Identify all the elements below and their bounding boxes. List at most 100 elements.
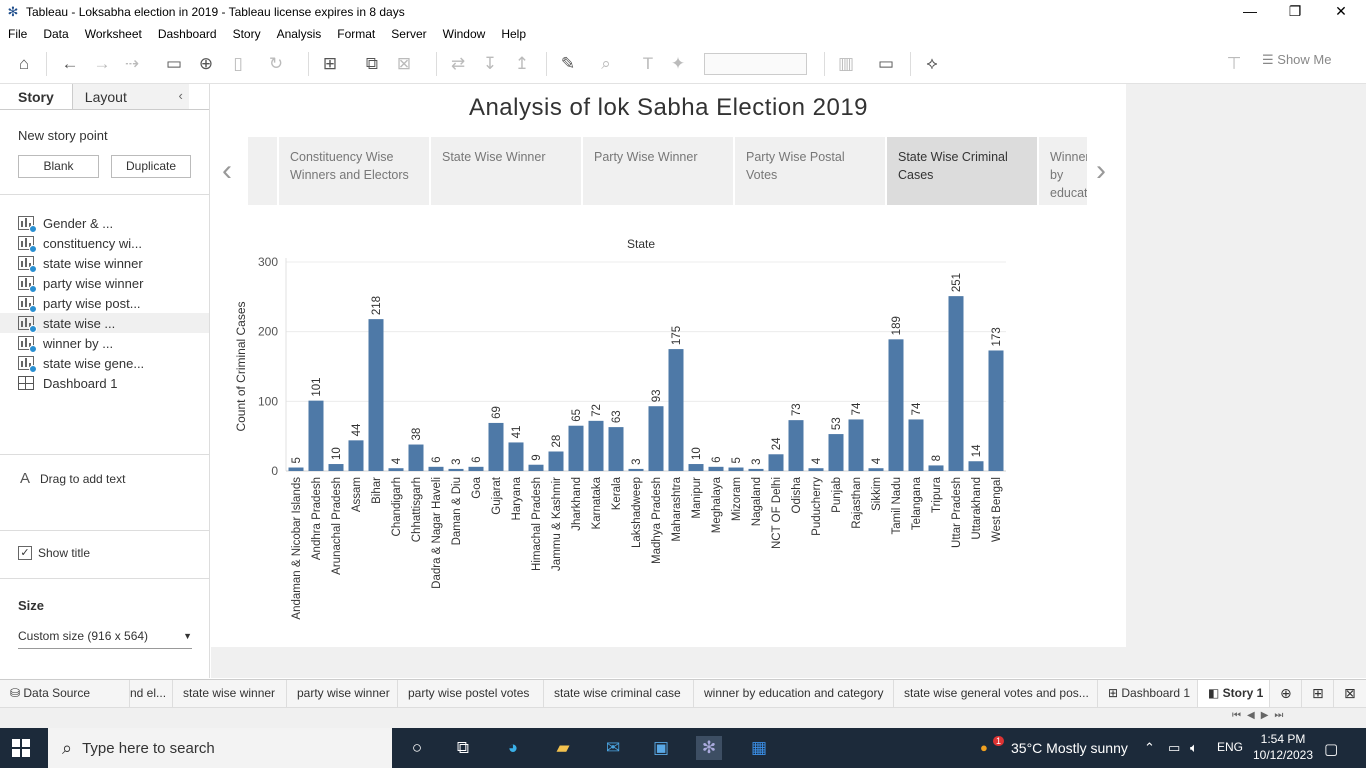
tab-sheet[interactable]: state wise winner: [173, 680, 287, 707]
sort-descending-icon[interactable]: ↥: [514, 54, 530, 73]
menu-server[interactable]: Server: [391, 27, 427, 41]
cortana-icon[interactable]: ○: [411, 738, 423, 757]
new-story-tab-icon[interactable]: ⊠: [1344, 685, 1356, 701]
save-icon[interactable]: ▭: [165, 54, 183, 73]
tab-sheet[interactable]: winner by education and category: [694, 680, 894, 707]
tab-layout[interactable]: Layout ‹: [71, 84, 189, 109]
menu-analysis[interactable]: Analysis: [276, 27, 322, 41]
windows-start-icon[interactable]: [12, 739, 30, 757]
tab-story-active[interactable]: ◧ Story 1: [1198, 680, 1270, 707]
menu-help[interactable]: Help: [501, 27, 526, 41]
menu-story[interactable]: Story: [232, 27, 261, 41]
swap-icon[interactable]: ⇄: [450, 54, 466, 73]
next-story-point-icon[interactable]: ›: [1096, 154, 1106, 187]
labels-icon[interactable]: T: [642, 54, 654, 73]
restore-button[interactable]: ❐: [1288, 3, 1302, 19]
language-indicator[interactable]: ENG: [1217, 740, 1244, 754]
new-data-source-icon[interactable]: ⊕: [198, 54, 214, 73]
menu-window[interactable]: Window: [442, 27, 486, 41]
tab-sheet[interactable]: state wise criminal case: [544, 680, 694, 707]
file-explorer-icon[interactable]: ▰: [556, 738, 570, 757]
tab-sheet[interactable]: party wise winner: [287, 680, 398, 707]
pause-icon[interactable]: ▯: [233, 54, 243, 73]
task-view-icon[interactable]: ⧉: [456, 738, 470, 757]
presentation-icon[interactable]: ▭: [877, 54, 895, 73]
menu-format[interactable]: Format: [337, 27, 376, 41]
volume-icon[interactable]: 🔈︎: [1190, 740, 1198, 755]
x-tick-label: Andhra Pradesh: [311, 477, 323, 560]
dashboard-item[interactable]: Dashboard 1: [0, 373, 209, 393]
story-caption-active[interactable]: State Wise Criminal Cases: [887, 137, 1037, 205]
store-icon[interactable]: ▣: [652, 738, 670, 757]
show-cards-icon[interactable]: ▥: [837, 54, 855, 73]
size-dropdown[interactable]: Custom size (916 x 564) ▼: [18, 629, 192, 649]
menu-data[interactable]: Data: [43, 27, 69, 41]
sheet-item[interactable]: Gender & ...: [0, 213, 209, 233]
pin-icon[interactable]: ✦: [670, 54, 686, 73]
show-me-button[interactable]: ☰ Show Me: [1262, 52, 1331, 68]
story-caption[interactable]: Party Wise Winner: [583, 137, 733, 205]
taskbar-clock[interactable]: 1:54 PM 10/12/2023: [1248, 731, 1318, 763]
minimize-button[interactable]: —: [1243, 3, 1257, 19]
x-tick-label: Mizoram: [731, 477, 743, 521]
share-icon[interactable]: ⟡: [926, 54, 938, 73]
tab-sheet[interactable]: state wise general votes and pos...: [894, 680, 1098, 707]
caption-stub[interactable]: [248, 137, 277, 205]
story-caption[interactable]: State Wise Winner: [431, 137, 581, 205]
show-hidden-icons-icon[interactable]: ⌃: [1144, 740, 1155, 755]
tab-sheet[interactable]: nd el...: [130, 680, 173, 707]
clear-icon[interactable]: ⊠: [396, 54, 412, 73]
sheet-item[interactable]: constituency wi...: [0, 233, 209, 253]
home-icon[interactable]: ⌂: [18, 54, 30, 73]
x-tick-label: Madhya Pradesh: [651, 477, 663, 564]
sheet-item[interactable]: party wise winner: [0, 273, 209, 293]
sheet-item[interactable]: party wise post...: [0, 293, 209, 313]
y-tick-label: 100: [258, 394, 278, 408]
menu-file[interactable]: File: [8, 27, 28, 41]
redo-icon[interactable]: →: [93, 54, 111, 73]
sheet-item[interactable]: state wise winner: [0, 253, 209, 273]
story-caption[interactable]: Party Wise Postal Votes: [735, 137, 885, 205]
format-painter-icon[interactable]: ⊤: [1226, 54, 1242, 73]
new-worksheet-tab-icon[interactable]: ⊕: [1270, 680, 1302, 707]
tab-sheet[interactable]: party wise postel votes: [398, 680, 544, 707]
previous-story-point-icon[interactable]: ‹: [222, 154, 232, 187]
tab-dashboard[interactable]: ⊞ Dashboard 1: [1098, 680, 1198, 707]
story-caption[interactable]: Constituency Wise Winners and Electors: [279, 137, 429, 205]
duplicate-icon[interactable]: ⧉: [365, 54, 379, 73]
fit-dropdown[interactable]: [704, 53, 807, 75]
close-button[interactable]: ✕: [1335, 3, 1347, 19]
sheet-item[interactable]: winner by ...: [0, 333, 209, 353]
sort-ascending-icon[interactable]: ↧: [482, 54, 498, 73]
blank-button[interactable]: Blank: [18, 155, 99, 178]
tab-story[interactable]: Story: [18, 89, 54, 105]
sheet-item[interactable]: state wise gene...: [0, 353, 209, 373]
sheet-navigation-icons[interactable]: ⏮◀▶⏭: [1232, 710, 1290, 721]
bar: [848, 419, 864, 471]
new-worksheet-icon[interactable]: ⊞: [322, 54, 338, 73]
taskbar-search-box[interactable]: ⌕ Type here to search: [48, 728, 392, 768]
edge-browser-icon[interactable]: ◕: [507, 738, 519, 757]
calendar-icon[interactable]: ▦: [750, 738, 768, 757]
menu-worksheet[interactable]: Worksheet: [84, 27, 142, 41]
show-title-checkbox[interactable]: ✓ Show title: [18, 546, 90, 560]
replay-icon[interactable]: ⇢: [124, 54, 140, 73]
data-label: 101: [311, 377, 323, 396]
tableau-taskbar-icon[interactable]: ✻: [696, 736, 722, 760]
duplicate-button[interactable]: Duplicate: [111, 155, 191, 178]
story-caption[interactable]: Winner by education and category: [1039, 137, 1087, 205]
refresh-icon[interactable]: ↻: [268, 54, 284, 73]
mail-icon[interactable]: ✉: [605, 738, 621, 757]
undo-icon[interactable]: ←: [61, 54, 79, 73]
new-dashboard-tab-icon[interactable]: ⊞: [1302, 680, 1334, 707]
action-center-icon[interactable]: ▢: [1324, 741, 1339, 758]
battery-icon[interactable]: ▭: [1168, 740, 1181, 755]
sheet-item-selected[interactable]: state wise ...: [0, 313, 209, 333]
highlight-icon[interactable]: ✎: [560, 54, 576, 73]
collapse-icon[interactable]: ‹: [178, 88, 183, 103]
weather-text[interactable]: 35°C Mostly sunny: [1011, 740, 1128, 756]
annotate-icon[interactable]: ⌕: [601, 54, 611, 73]
tab-data-source[interactable]: ⛁ Data Source: [0, 680, 130, 707]
drag-text-object[interactable]: A Drag to add text: [20, 470, 125, 487]
menu-dashboard[interactable]: Dashboard: [157, 27, 217, 41]
